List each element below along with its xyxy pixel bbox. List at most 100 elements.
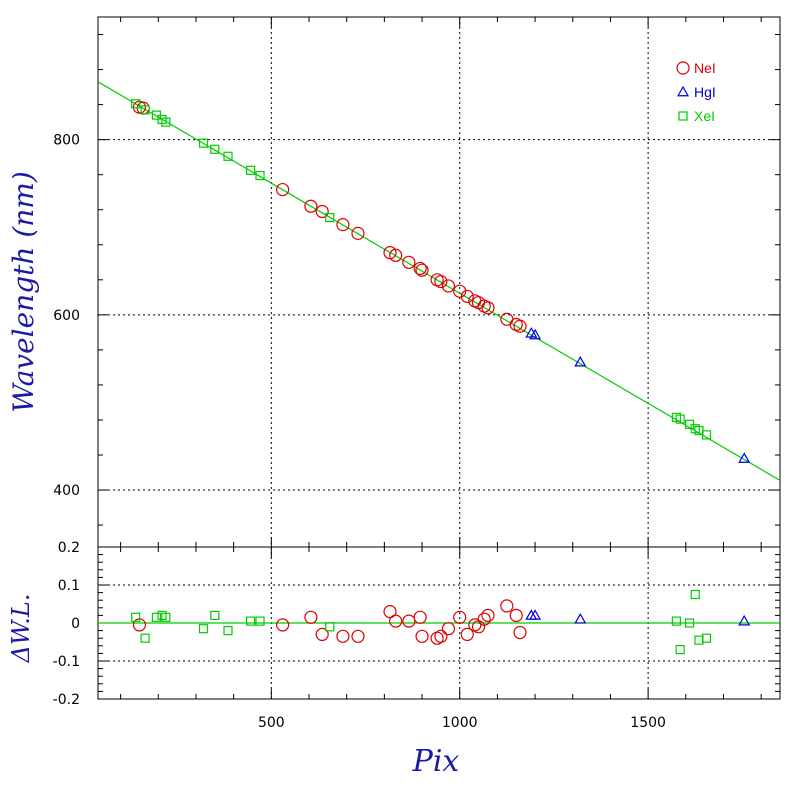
data-point-xei bbox=[161, 117, 171, 127]
data-point-hgi bbox=[738, 614, 751, 626]
fit-line bbox=[98, 81, 780, 481]
residual-y-tick-label: 0.1 bbox=[58, 578, 80, 594]
legend-label-nei: NeI bbox=[694, 60, 716, 76]
data-point-xei bbox=[701, 633, 712, 643]
x-axis-title: Pix bbox=[412, 744, 460, 779]
data-point-xei bbox=[140, 633, 150, 643]
data-point-xei bbox=[140, 105, 150, 115]
data-point-xei bbox=[675, 414, 685, 424]
data-point-xei bbox=[701, 430, 712, 440]
data-point-nei bbox=[276, 182, 290, 197]
data-point-nei bbox=[304, 199, 318, 213]
data-point-nei bbox=[441, 622, 456, 636]
data-point-nei bbox=[351, 226, 365, 240]
legend-marker-hgi bbox=[676, 85, 690, 97]
data-point-xei bbox=[675, 644, 685, 655]
legend-label-xei: XeI bbox=[694, 108, 715, 124]
data-point-hgi bbox=[529, 328, 542, 340]
residual-series-nei bbox=[132, 599, 527, 645]
data-point-nei bbox=[413, 610, 427, 624]
data-point-xei bbox=[131, 99, 141, 109]
legend-marker-xei bbox=[678, 111, 688, 121]
data-point-nei bbox=[389, 248, 403, 262]
data-point-hgi bbox=[574, 355, 587, 367]
legend-label-hgi: HgI bbox=[694, 84, 716, 100]
data-point-xei bbox=[161, 612, 171, 622]
x-tick-label: 500 bbox=[258, 715, 285, 731]
data-point-xei bbox=[255, 616, 265, 626]
residual-y-tick-label: 0 bbox=[71, 616, 80, 632]
data-point-xei bbox=[210, 144, 220, 154]
data-point-nei bbox=[513, 625, 527, 640]
wavelength-y-tick-label: 600 bbox=[53, 308, 80, 324]
data-point-nei bbox=[441, 279, 456, 293]
data-point-xei bbox=[246, 165, 256, 175]
data-point-nei bbox=[315, 204, 329, 219]
wavelength-panel: 400 600 800 bbox=[53, 16, 781, 548]
data-point-xei bbox=[694, 635, 704, 645]
legend-marker-nei bbox=[676, 61, 690, 75]
data-point-nei bbox=[402, 255, 416, 269]
residual-y-tick-label: -0.2 bbox=[53, 692, 80, 708]
data-point-nei bbox=[500, 599, 514, 613]
data-point-xei bbox=[325, 213, 335, 223]
data-point-nei bbox=[351, 629, 365, 643]
axis-titles: Wavelength (nm) ΔW.L. Pix bbox=[7, 171, 459, 779]
data-point-xei bbox=[325, 622, 335, 632]
residual-y-tick-label: -0.1 bbox=[53, 654, 80, 670]
data-point-nei bbox=[383, 604, 397, 619]
wavelength-y-tick-label: 800 bbox=[53, 133, 80, 149]
data-point-hgi bbox=[529, 609, 542, 620]
data-point-nei bbox=[513, 319, 527, 333]
wavelength-y-tick-label: 400 bbox=[53, 483, 80, 499]
data-point-nei bbox=[413, 261, 427, 276]
data-point-xei bbox=[246, 616, 256, 626]
data-point-xei bbox=[255, 170, 265, 181]
wavelength-series-xei bbox=[131, 99, 712, 440]
data-point-nei bbox=[500, 312, 514, 326]
data-point-hgi bbox=[574, 612, 587, 624]
data-point-nei bbox=[434, 629, 448, 643]
residual-panel: -0.2 -0.1 0 0.1 0.2 500 1000 1500 bbox=[53, 540, 781, 731]
data-point-nei bbox=[509, 608, 523, 623]
x-tick-label: 1000 bbox=[442, 715, 478, 731]
data-point-xei bbox=[198, 624, 209, 634]
data-point-nei bbox=[402, 614, 416, 628]
wavelength-series-nei bbox=[132, 100, 527, 333]
y-axis-title-wavelength: Wavelength (nm) bbox=[7, 171, 40, 413]
data-point-xei bbox=[684, 618, 695, 628]
wavelength-frame bbox=[97, 16, 781, 548]
data-point-xei bbox=[223, 625, 233, 636]
data-point-nei bbox=[415, 263, 429, 277]
y-axis-title-residual: ΔW.L. bbox=[7, 594, 35, 664]
data-point-xei bbox=[690, 589, 700, 600]
data-point-nei bbox=[460, 627, 474, 642]
data-point-xei bbox=[131, 612, 141, 622]
data-point-xei bbox=[210, 610, 220, 621]
data-point-nei bbox=[460, 289, 474, 304]
data-point-xei bbox=[223, 151, 233, 161]
data-point-xei bbox=[151, 612, 162, 622]
data-point-nei bbox=[276, 618, 290, 632]
data-point-nei bbox=[336, 218, 350, 232]
data-point-nei bbox=[453, 610, 467, 624]
residual-y-tick-label: 0.2 bbox=[58, 540, 80, 556]
data-point-nei bbox=[434, 274, 448, 289]
data-point-nei bbox=[481, 301, 495, 315]
data-point-nei bbox=[481, 608, 495, 623]
data-point-nei bbox=[315, 627, 329, 642]
data-point-hgi bbox=[738, 452, 751, 463]
residual-series-hgi bbox=[525, 609, 751, 626]
legend: NeI HgI XeI bbox=[676, 60, 716, 124]
data-point-nei bbox=[415, 629, 429, 643]
data-point-xei bbox=[198, 138, 209, 148]
data-point-nei bbox=[477, 612, 491, 626]
residual-series-xei bbox=[131, 589, 712, 655]
wavelength-series-hgi bbox=[525, 327, 751, 463]
x-tick-label: 1500 bbox=[630, 715, 666, 731]
data-point-nei bbox=[304, 610, 318, 624]
data-point-nei bbox=[336, 629, 350, 643]
data-point-nei bbox=[389, 614, 403, 628]
data-point-xei bbox=[671, 616, 681, 626]
